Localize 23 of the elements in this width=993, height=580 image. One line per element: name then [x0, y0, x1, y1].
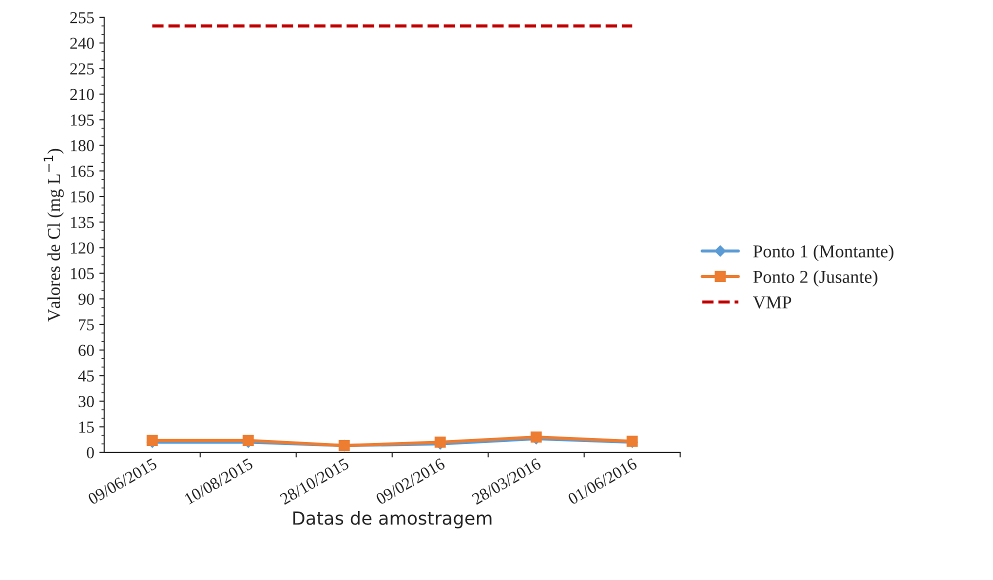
y-tick-label: 105: [71, 268, 94, 280]
y-tick-label: 75: [78, 319, 94, 330]
legend-label: Ponto 2 (Jusante): [753, 270, 878, 287]
y-tick-label: 0: [86, 447, 94, 458]
y-tick-label: 45: [78, 370, 94, 382]
y-tick-label: 195: [71, 114, 94, 126]
y-tick-label: 165: [71, 166, 94, 177]
y-tick-label: 240: [70, 38, 94, 49]
y-tick-label: 90: [78, 294, 94, 305]
y-tick-label: 30: [78, 396, 94, 408]
y-tick-label: 150: [71, 191, 94, 202]
x-axis-title: Datas de amostragem: [293, 510, 492, 528]
y-tick-label: 15: [79, 422, 94, 433]
y-axis-title: Valores de Cl (mg L$^{−1}$): [44, 148, 64, 322]
y-tick-label: 120: [71, 242, 94, 254]
legend-label: Ponto 1 (Montante): [753, 244, 894, 262]
y-tick-label: 225: [70, 63, 94, 75]
y-tick-label: 210: [70, 88, 94, 100]
y-tick-label: 255: [70, 12, 94, 24]
y-tick-label: 60: [78, 344, 94, 356]
y-tick-label: 135: [71, 216, 94, 228]
y-tick-label: 180: [71, 140, 94, 152]
legend-label: VMP: [752, 296, 792, 309]
